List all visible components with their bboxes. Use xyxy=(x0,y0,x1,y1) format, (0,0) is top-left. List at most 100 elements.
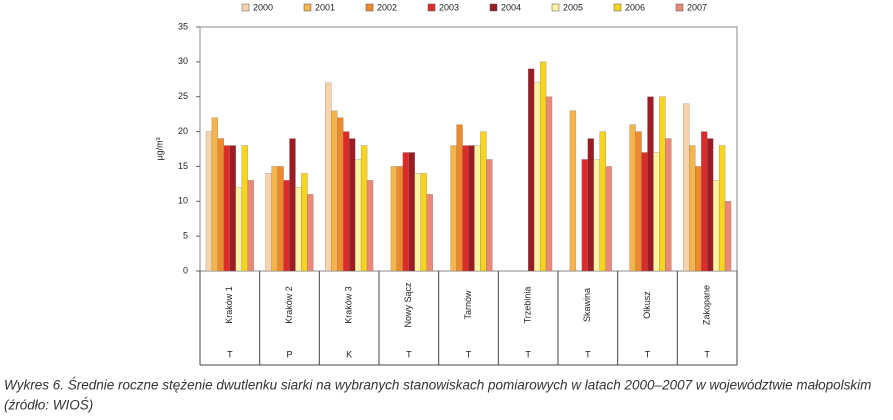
bar xyxy=(718,145,726,272)
bar xyxy=(462,145,469,272)
site-type: P xyxy=(286,349,292,359)
bar xyxy=(241,145,248,272)
bar xyxy=(343,131,350,272)
x-tick-label: Tarnów xyxy=(463,290,473,320)
bar xyxy=(659,96,666,272)
legend-swatch xyxy=(613,3,622,12)
bar xyxy=(301,173,308,272)
y-tick-label: 0 xyxy=(183,265,188,275)
site-type: T xyxy=(645,349,651,359)
bar xyxy=(599,131,606,272)
bar xyxy=(402,152,409,272)
legend-label: 2000 xyxy=(253,2,273,12)
x-tick-label: Trzebinia xyxy=(523,287,533,324)
site-type: T xyxy=(406,349,412,359)
bar xyxy=(528,68,535,272)
bar xyxy=(408,152,415,272)
legend-swatch xyxy=(489,3,498,12)
bar xyxy=(349,138,356,272)
caption: Wykres 6. Średnie roczne stężenie dwutle… xyxy=(4,378,871,393)
site-type: T xyxy=(227,349,233,359)
bar xyxy=(265,173,272,272)
bar xyxy=(331,110,338,272)
bar xyxy=(229,145,236,272)
bar xyxy=(420,173,427,272)
bar xyxy=(683,103,690,272)
bar xyxy=(283,180,290,272)
bar xyxy=(569,110,577,272)
bar xyxy=(354,159,362,272)
x-tick-label: Skawina xyxy=(582,288,592,322)
bar xyxy=(426,194,433,272)
bar xyxy=(390,166,398,272)
x-tick-label: Kraków 2 xyxy=(284,286,294,324)
y-axis-label: µg/m³ xyxy=(154,137,164,160)
bar xyxy=(486,159,493,272)
bar xyxy=(641,152,648,272)
bar xyxy=(689,145,696,272)
bar xyxy=(396,166,404,272)
bar xyxy=(533,82,541,272)
bar xyxy=(724,201,732,272)
legend-swatch xyxy=(365,3,374,12)
legend-label: 2006 xyxy=(625,2,645,12)
bar xyxy=(277,166,284,272)
legend-swatch xyxy=(675,3,684,12)
site-type: T xyxy=(525,349,531,359)
bar xyxy=(360,145,368,272)
site-type: T xyxy=(466,349,472,359)
legend-swatch xyxy=(427,3,436,12)
legend-swatch xyxy=(551,3,560,12)
bar xyxy=(665,138,672,272)
bar xyxy=(587,138,594,272)
bar xyxy=(337,117,344,272)
y-tick-label: 15 xyxy=(178,161,188,171)
bar xyxy=(629,124,636,272)
y-tick-label: 5 xyxy=(183,231,188,241)
bar xyxy=(211,117,219,272)
bar xyxy=(271,166,278,272)
y-tick-label: 25 xyxy=(178,91,188,101)
bar xyxy=(605,166,612,272)
y-tick-label: 35 xyxy=(178,21,188,31)
y-tick-label: 30 xyxy=(178,56,188,66)
bar xyxy=(456,124,463,272)
bar xyxy=(539,61,547,272)
bar xyxy=(325,82,332,272)
x-tick-label: Nowy Sącz xyxy=(403,282,413,328)
y-tick-label: 10 xyxy=(178,196,188,206)
bar xyxy=(545,96,553,272)
bar xyxy=(366,180,374,272)
x-tick-label: Kraków 1 xyxy=(224,286,234,324)
bar xyxy=(217,138,225,272)
legend-swatch xyxy=(303,3,312,12)
bar xyxy=(450,145,457,272)
caption: (źródło: WIOŚ) xyxy=(4,398,93,413)
legend-label: 2005 xyxy=(563,2,583,12)
bar xyxy=(480,131,487,272)
bar xyxy=(635,131,642,272)
bar xyxy=(707,138,714,272)
site-type: T xyxy=(585,349,591,359)
legend-label: 2007 xyxy=(687,2,707,12)
legend-swatch xyxy=(241,3,250,12)
bar xyxy=(295,187,302,272)
bar xyxy=(712,180,720,272)
bar xyxy=(653,152,660,272)
bar xyxy=(205,131,213,272)
bar xyxy=(695,166,702,272)
bar xyxy=(247,180,254,272)
legend-label: 2002 xyxy=(377,2,397,12)
site-type: K xyxy=(346,349,352,359)
bar xyxy=(414,173,421,272)
x-tick-label: Kraków 3 xyxy=(344,286,354,324)
legend-label: 2003 xyxy=(439,2,459,12)
legend-label: 2001 xyxy=(315,2,335,12)
bar xyxy=(289,138,296,272)
bar xyxy=(307,194,314,272)
x-tick-label: Olkusz xyxy=(642,291,652,319)
bar xyxy=(701,131,708,272)
x-tick-label: Zakopane xyxy=(702,285,712,325)
bar xyxy=(223,145,230,272)
